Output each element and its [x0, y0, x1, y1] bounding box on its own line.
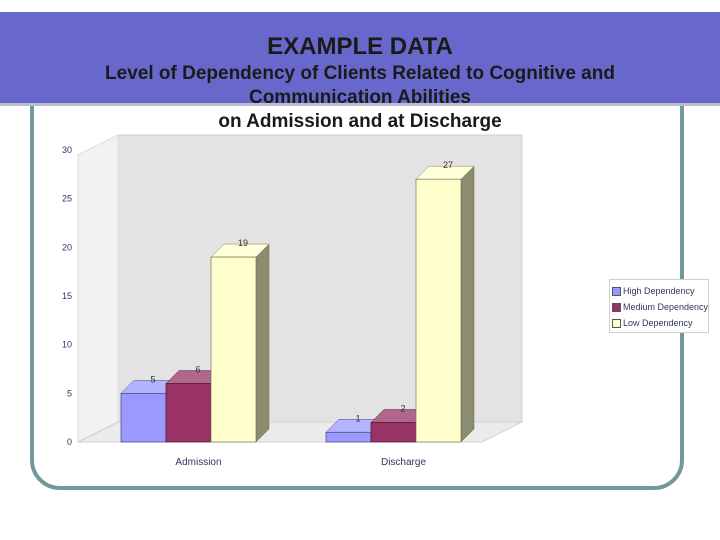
bar — [415, 178, 462, 443]
bar — [120, 392, 167, 443]
bar — [370, 422, 417, 443]
slide-subtitle-line-3: on Admission and at Discharge — [218, 111, 502, 132]
data-label: 27 — [443, 160, 453, 170]
slide-subtitle: Level of Dependency of Clients Related t… — [40, 62, 680, 134]
y-tick-label: 0 — [67, 437, 72, 447]
x-category-label: Discharge — [381, 457, 426, 468]
data-label: 5 — [150, 374, 155, 384]
y-tick-label: 5 — [67, 388, 72, 398]
data-label: 1 — [355, 413, 360, 423]
bar-side — [460, 165, 475, 443]
y-tick-label: 30 — [62, 145, 72, 155]
bar-side — [255, 243, 270, 443]
bar — [210, 256, 257, 443]
bar — [325, 431, 372, 443]
legend-item: Low Dependency — [612, 315, 706, 331]
data-label: 6 — [195, 365, 200, 375]
legend-swatch — [612, 302, 621, 312]
legend-label: Low Dependency — [623, 318, 693, 328]
legend-label: Medium Dependency — [623, 302, 709, 312]
title-block: EXAMPLE DATA Level of Dependency of Clie… — [40, 32, 680, 134]
legend-swatch — [612, 286, 621, 296]
legend-item: High Dependency — [612, 283, 706, 299]
data-label: 19 — [238, 238, 248, 248]
y-tick-label: 20 — [62, 242, 72, 252]
data-label: 2 — [400, 404, 405, 414]
y-tick-label: 15 — [62, 291, 72, 301]
chart-side-wall — [77, 134, 119, 443]
legend-item: Medium Dependency — [612, 299, 709, 315]
legend-label: High Dependency — [623, 286, 695, 296]
slide-title: EXAMPLE DATA — [267, 33, 453, 60]
y-tick-label: 10 — [62, 340, 72, 350]
slide-subtitle-line-2: Communication Abilities — [248, 87, 472, 108]
chart-legend: High Dependency Medium Dependency Low Depe… — [609, 279, 709, 333]
x-category-label: Admission — [175, 457, 221, 468]
y-tick-label: 25 — [62, 194, 72, 204]
bar — [165, 383, 212, 443]
legend-swatch — [612, 318, 621, 328]
slide-subtitle-line-1: Level of Dependency of Clients Related t… — [105, 63, 615, 84]
header-divider — [0, 103, 720, 106]
header-bar — [0, 12, 720, 104]
